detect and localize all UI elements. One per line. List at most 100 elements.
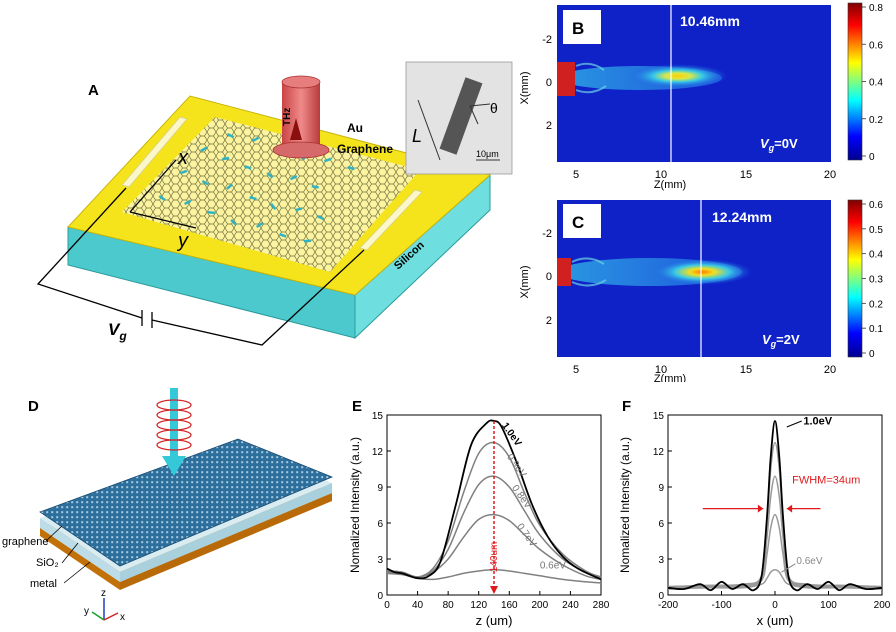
series-line-1.0eV	[386, 419, 602, 581]
layer-leader-lines	[45, 525, 91, 584]
x-tick-label: 80	[443, 600, 455, 611]
y-tick-label: 15	[653, 411, 665, 422]
y-tick-label: 15	[372, 411, 384, 422]
heatmap-b-source-ripples	[575, 62, 607, 94]
colorbar-tick-label: 0.3	[869, 275, 883, 286]
graphene-lattice	[122, 117, 420, 272]
series-label: 1.0eV	[499, 421, 523, 449]
fwhm-arrowhead-left	[757, 504, 764, 513]
label-pointer-bottom	[781, 563, 796, 573]
colorbar-tick-label: 0.4	[869, 78, 883, 89]
x-tick-label: 280	[593, 600, 610, 611]
gate-circuit	[36, 187, 365, 346]
y-tick-c-2: 2	[546, 315, 552, 327]
y-tick-label: 0	[377, 591, 383, 602]
colorbar-tick-label: 0.8	[869, 3, 883, 14]
label-pointer-top	[786, 420, 802, 428]
focus-distance-c: 12.24mm	[712, 209, 772, 225]
x-tick-b-1: 10	[655, 169, 667, 181]
colorbar-tick-label: 0.2	[869, 299, 883, 310]
x-tick-label: 40	[412, 600, 424, 611]
heatmap-b-source-hotspot	[557, 62, 575, 96]
fwhm-label: FWHM=34um	[792, 474, 860, 486]
series-line-0.7eV	[667, 513, 883, 589]
x-tick-b-3: 20	[824, 169, 836, 181]
x-tick-label: 120	[470, 600, 487, 611]
series-label: 0.7eV	[514, 522, 538, 550]
panel-label-e: E	[352, 398, 363, 415]
graphene-label: Graphene	[337, 142, 393, 156]
axis-y: y	[84, 606, 89, 617]
series-label: 0.9eV	[504, 452, 528, 480]
panel-e-line-chart: 0 40 80 120 160 200 240 280 0 3 6 9 12 15 z (um) Nomali…	[348, 411, 610, 628]
x-axis-label: x	[177, 147, 189, 169]
heatmap-c-source-ripples	[571, 257, 607, 287]
inset-length-label: L	[412, 126, 422, 146]
colorbar-c	[847, 199, 863, 358]
panel-label-f: F	[622, 398, 632, 415]
y-axis-title-b: X(mm)	[520, 72, 531, 105]
colorbar-b	[847, 2, 863, 161]
colorbar-c-ticks: 0.6 0.5 0.4 0.3 0.2 0.1 0	[862, 200, 883, 360]
colorbar-tick-label: 0.2	[869, 115, 883, 126]
slot-antenna-array	[158, 133, 355, 243]
antenna-inset	[405, 61, 513, 175]
x-tick-b-2: 15	[740, 169, 752, 181]
x-tick-label: -200	[658, 600, 678, 611]
thz-source	[272, 75, 330, 159]
focus-arrowhead	[490, 586, 498, 594]
x-axis-title-c: Z(mm)	[654, 373, 686, 382]
y-tick-c-1: 0	[546, 271, 552, 283]
au-label: Au	[347, 121, 363, 135]
colorbar-b-ticks: 0.8 0.6 0.4 0.2 0	[862, 3, 883, 163]
sio2-layer-side	[120, 483, 332, 582]
y-tick-b-2: 2	[546, 120, 552, 132]
colorbar-tick-label: 0.6	[869, 40, 883, 51]
xyz-axes-triad	[91, 598, 119, 621]
gate-voltage-b: Vg=0V	[760, 136, 798, 153]
y-tick-label: 0	[658, 591, 664, 602]
y-axis-title-c: X(mm)	[520, 266, 531, 299]
y-tick-b-1: 0	[546, 77, 552, 89]
series-label: 1.0eV	[803, 416, 832, 428]
layer-label-graphene: graphene	[2, 536, 49, 548]
panel-c-heatmap: C 12.24mm Vg=2V X(mm) -2 0 2 5 10 15 20 …	[520, 199, 883, 382]
panel-b-heatmap: B 10.46mm Vg=0V X(mm) -2 0 2 5 10 15 20 …	[520, 2, 883, 191]
heatmap-c-focus-spot	[652, 259, 752, 285]
x-tick-label: 200	[532, 600, 549, 611]
series-label: 0.6eV	[540, 561, 566, 572]
x-tick-c-0: 5	[573, 364, 579, 376]
gate-voltage-c: Vg=2V	[762, 332, 800, 349]
right-electrode	[359, 189, 423, 251]
gate-voltage-label: Vg	[108, 320, 127, 343]
x-tick-label: 0	[772, 600, 778, 611]
axis-z: z	[101, 588, 106, 599]
y-tick-label: 3	[377, 555, 383, 566]
panel-label-c: C	[572, 213, 584, 232]
series-line-0.8eV	[667, 475, 883, 588]
x-axis-title: x (um)	[757, 613, 794, 628]
x-tick-label: 240	[562, 600, 579, 611]
y-tick-label: 12	[372, 447, 384, 458]
panel-label-d: D	[28, 398, 39, 415]
x-tick-c-2: 15	[740, 364, 752, 376]
y-tick-label: 9	[658, 483, 664, 494]
y-tick-b-0: -2	[542, 34, 552, 46]
colorbar-tick-label: 0.1	[869, 324, 883, 335]
x-tick-label: 160	[501, 600, 518, 611]
series-line-1.0eV	[667, 420, 883, 592]
thz-label: THz	[282, 108, 293, 126]
x-tick-c-3: 20	[824, 364, 836, 376]
y-tick-label: 12	[653, 447, 665, 458]
heatmap-b-focus-spot	[628, 64, 728, 88]
series-line-0.6eV	[667, 569, 883, 590]
y-tick-label: 6	[377, 519, 383, 530]
colorbar-tick-label: 0	[869, 349, 875, 360]
panel-d-metasurface: graphene SiO₂ metal z y x	[2, 388, 334, 623]
sio2-layer-front	[40, 518, 120, 582]
x-axis-title: z (um)	[476, 613, 513, 628]
fwhm-arrowhead-right	[786, 504, 793, 513]
x-tick-b-0: 5	[573, 169, 579, 181]
panel-label-a: A	[88, 82, 99, 99]
metal-layer-side	[120, 493, 332, 590]
